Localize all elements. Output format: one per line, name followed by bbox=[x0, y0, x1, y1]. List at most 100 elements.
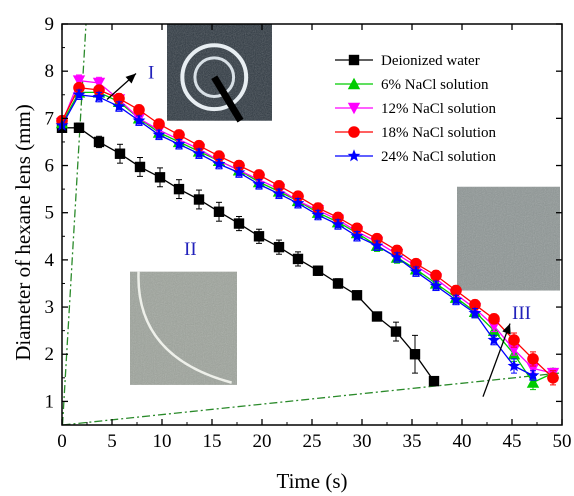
y-axis-title: Diameter of hexane lens (mm) bbox=[11, 104, 35, 361]
data-point bbox=[390, 326, 402, 337]
data-point bbox=[273, 241, 285, 253]
data-point bbox=[132, 114, 146, 127]
legend-marker-2 bbox=[347, 77, 361, 90]
data-point bbox=[370, 239, 384, 252]
lens-ring-inner bbox=[193, 56, 236, 99]
data-point bbox=[547, 372, 559, 384]
data-point bbox=[487, 333, 501, 346]
data-point bbox=[391, 244, 403, 257]
data-point bbox=[312, 265, 324, 276]
data-point bbox=[252, 177, 266, 190]
data-point bbox=[112, 99, 126, 112]
data-point bbox=[73, 122, 85, 133]
data-point bbox=[73, 81, 85, 94]
data-point bbox=[508, 334, 520, 346]
x-tick-label: 15 bbox=[203, 431, 222, 452]
data-point bbox=[409, 349, 421, 360]
data-point bbox=[429, 279, 443, 292]
data-point bbox=[172, 137, 186, 150]
data-point bbox=[390, 250, 404, 263]
data-point bbox=[153, 118, 165, 130]
lens-ring-outer bbox=[180, 43, 249, 112]
data-point bbox=[92, 90, 106, 103]
data-point bbox=[292, 190, 304, 202]
data-point bbox=[311, 208, 325, 221]
inset-image-1 bbox=[167, 24, 272, 123]
legend-label-5: 24% NaCl solution bbox=[381, 149, 496, 165]
y-tick-label: 7 bbox=[45, 108, 55, 129]
inset-image-2 bbox=[130, 271, 237, 385]
data-point bbox=[507, 344, 521, 356]
data-point bbox=[526, 376, 540, 388]
data-point bbox=[133, 104, 145, 116]
data-point bbox=[232, 165, 246, 178]
data-point bbox=[332, 211, 344, 224]
reference-line-1 bbox=[61, 23, 87, 426]
data-point bbox=[192, 147, 206, 160]
inset-image-3-texture bbox=[457, 186, 560, 291]
arrow-2-shaft bbox=[482, 323, 511, 397]
data-point bbox=[469, 298, 481, 311]
y-tick-label: 9 bbox=[45, 14, 55, 35]
data-point bbox=[213, 206, 225, 217]
data-point bbox=[291, 196, 305, 209]
data-point bbox=[371, 232, 383, 245]
data-point bbox=[428, 375, 440, 387]
insets-layer bbox=[130, 24, 560, 385]
series-line-1 bbox=[62, 127, 435, 382]
legend-marker-5 bbox=[347, 149, 361, 162]
data-point bbox=[114, 148, 126, 159]
data-point bbox=[72, 88, 86, 101]
legend-label-4: 18% NaCl solution bbox=[381, 125, 496, 141]
y-tick-label: 5 bbox=[45, 203, 55, 224]
y-tick-label: 4 bbox=[45, 250, 55, 271]
arrow-2-head bbox=[502, 323, 511, 335]
region-label-3: III bbox=[512, 303, 531, 324]
data-point bbox=[253, 231, 265, 242]
data-point bbox=[332, 278, 344, 289]
data-point bbox=[93, 136, 105, 148]
data-point bbox=[154, 172, 166, 183]
legend-marker-3 bbox=[347, 102, 361, 115]
data-point bbox=[527, 353, 539, 365]
region-label-2: II bbox=[184, 239, 197, 260]
x-tick-label: 30 bbox=[353, 431, 372, 452]
data-point bbox=[92, 77, 106, 90]
data-point bbox=[134, 161, 146, 173]
series-layer bbox=[55, 74, 560, 391]
x-tick-label: 5 bbox=[107, 431, 117, 452]
data-point bbox=[173, 129, 185, 141]
arrow-1-head bbox=[125, 73, 136, 84]
reference-line-2 bbox=[62, 372, 560, 426]
data-point bbox=[173, 183, 185, 195]
data-point bbox=[93, 84, 105, 96]
x-tick-label: 45 bbox=[503, 431, 522, 452]
x-tick-label: 0 bbox=[57, 431, 67, 452]
data-point bbox=[430, 269, 442, 282]
x-tick-label: 35 bbox=[403, 431, 422, 452]
legend-label-1: Deionized water bbox=[381, 53, 480, 69]
x-tick-label: 50 bbox=[553, 431, 572, 452]
data-point bbox=[272, 187, 286, 200]
data-point bbox=[468, 306, 482, 319]
data-point bbox=[152, 128, 166, 141]
legend-marker-4 bbox=[348, 126, 360, 138]
data-point bbox=[371, 311, 383, 322]
data-point bbox=[409, 265, 423, 278]
x-tick-label: 40 bbox=[453, 431, 472, 452]
data-point bbox=[449, 293, 463, 306]
legend-label-2: 6% NaCl solution bbox=[381, 77, 489, 93]
data-point bbox=[507, 359, 521, 372]
data-point bbox=[351, 290, 363, 301]
series-5 bbox=[55, 88, 540, 381]
inset-image-2-texture bbox=[130, 271, 237, 385]
x-tick-label: 20 bbox=[253, 431, 272, 452]
data-point bbox=[312, 202, 324, 214]
x-tick-label: 25 bbox=[303, 431, 322, 452]
reference-lines bbox=[61, 23, 560, 426]
data-point bbox=[450, 284, 462, 297]
y-tick-label: 6 bbox=[45, 156, 55, 177]
